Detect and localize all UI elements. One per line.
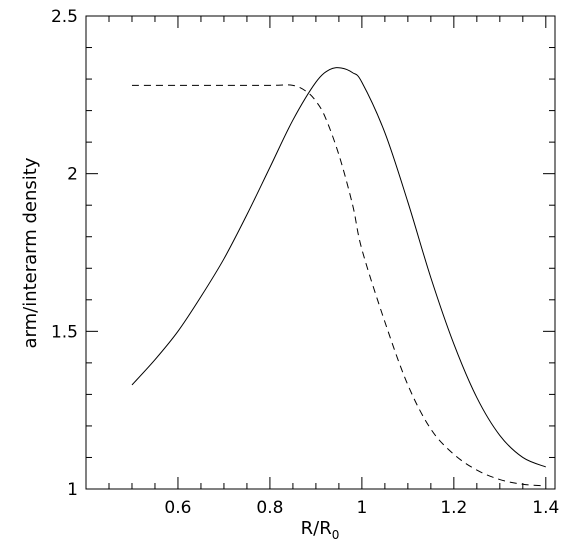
x-tick-label: 1.4 (532, 498, 559, 518)
ticks (85, 15, 555, 490)
x-axis-label-subscript: 0 (332, 528, 340, 542)
x-tick-label: 1 (356, 498, 367, 518)
y-tick-label: 1 (67, 480, 78, 500)
x-axis-label: R/R0 (301, 518, 340, 542)
plot-frame (85, 15, 556, 490)
x-axis-label-main: R/R (301, 518, 332, 539)
series-solid-line (131, 67, 546, 468)
tick-labels: 0.6 0.8 1 1.2 1.4 1 1.5 2 2.5 (51, 7, 559, 518)
series-group (131, 67, 546, 487)
y-tick-label: 2.5 (51, 7, 78, 27)
x-tick-label: 0.8 (256, 498, 283, 518)
x-tick-label: 0.6 (164, 498, 191, 518)
x-tick-label: 1.2 (440, 498, 467, 518)
y-tick-label: 1.5 (51, 322, 78, 342)
y-tick-label: 2 (67, 165, 78, 185)
y-axis-label: arm/interarm density (20, 157, 41, 348)
series-dashed-line (131, 84, 546, 487)
